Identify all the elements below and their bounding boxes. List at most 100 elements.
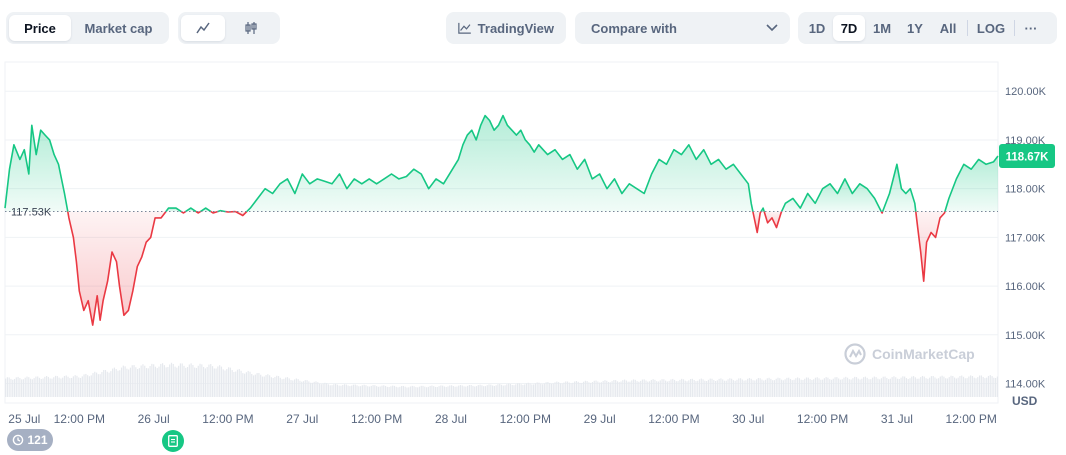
- chart-area-icon: [458, 22, 471, 34]
- volume-bar: [613, 380, 615, 397]
- volume-bar: [982, 376, 984, 397]
- volume-bar: [955, 378, 957, 397]
- volume-bar: [167, 367, 169, 397]
- volume-bar: [574, 381, 576, 397]
- volume-bar: [946, 378, 949, 397]
- volume-bar: [606, 380, 608, 397]
- range-1m[interactable]: 1M: [872, 20, 892, 36]
- volume-bar: [688, 380, 690, 397]
- more-button[interactable]: ···: [1024, 20, 1038, 36]
- volume-bar: [809, 379, 811, 397]
- x-tick-label: 27 Jul: [286, 412, 318, 426]
- volume-bar: [989, 375, 991, 397]
- volume-bar: [509, 384, 512, 397]
- candlestick-icon: [245, 22, 257, 34]
- volume-bar: [566, 381, 569, 397]
- volume-bar: [629, 381, 631, 397]
- volume-bar: [661, 379, 663, 397]
- volume-bar: [599, 382, 601, 397]
- volume-bar: [880, 378, 883, 397]
- y-tick-label: 114.00K: [1005, 379, 1046, 391]
- volume-bar: [331, 385, 333, 397]
- volume-bar: [88, 376, 91, 397]
- volume-bar: [604, 380, 606, 397]
- tab-price[interactable]: Price: [9, 15, 71, 41]
- volume-bar: [28, 377, 30, 397]
- volume-bar: [659, 380, 661, 397]
- volume-bar: [936, 378, 938, 397]
- volume-bar: [499, 383, 501, 397]
- history-badge[interactable]: 121: [7, 429, 53, 451]
- log-toggle[interactable]: LOG: [976, 20, 1006, 36]
- volume-bar: [620, 381, 622, 397]
- price-line-down: [915, 211, 946, 282]
- volume-bar: [868, 379, 870, 397]
- volume-bar: [31, 379, 33, 397]
- volume-bar: [293, 379, 296, 397]
- volume-bar: [923, 376, 925, 397]
- x-tick-label: 31 Jul: [881, 412, 913, 426]
- candlestick-chart-button[interactable]: [229, 15, 273, 41]
- volume-bar: [461, 385, 463, 397]
- y-tick-label: 119.00K: [1005, 135, 1046, 147]
- volume-bar: [286, 377, 289, 397]
- volume-bar: [390, 386, 392, 397]
- price-line-down: [67, 211, 167, 326]
- volume-bar: [689, 378, 692, 397]
- volume-bar: [952, 375, 954, 397]
- volume-bar: [427, 386, 429, 397]
- compare-select[interactable]: Compare with: [575, 12, 790, 44]
- volume-bar: [490, 384, 492, 397]
- volume-bar: [442, 385, 444, 397]
- volume-bar: [636, 381, 638, 397]
- line-chart-button[interactable]: [181, 15, 225, 41]
- volume-bar: [739, 378, 742, 397]
- volume-bar: [363, 384, 365, 397]
- volume-bar: [925, 378, 927, 397]
- volume-bar: [875, 377, 877, 397]
- volume-layer: [5, 362, 999, 397]
- volume-bar: [889, 378, 891, 397]
- volume-bar: [83, 374, 85, 397]
- volume-bar: [203, 366, 205, 397]
- volume-bar: [474, 386, 476, 397]
- volume-bar: [443, 386, 446, 397]
- volume-bar: [374, 385, 376, 397]
- volume-bar: [557, 382, 560, 397]
- tab-market-cap[interactable]: Market cap: [84, 20, 153, 36]
- volume-bar: [327, 384, 330, 397]
- volume-bar: [51, 378, 53, 397]
- volume-bar: [852, 378, 854, 397]
- range-1y[interactable]: 1Y: [907, 20, 923, 36]
- volume-bar: [702, 379, 704, 397]
- volume-bar: [877, 378, 879, 397]
- volume-bar: [72, 376, 74, 397]
- range-1d[interactable]: 1D: [808, 20, 826, 36]
- volume-bar: [618, 382, 620, 397]
- volume-bar: [962, 376, 965, 397]
- volume-bar: [342, 384, 344, 397]
- volume-bar: [513, 385, 515, 397]
- volume-bar: [302, 381, 305, 397]
- y-tick-label: 115.00K: [1005, 330, 1046, 342]
- volume-bar: [554, 382, 556, 397]
- volume-bar: [873, 376, 875, 397]
- volume-bar: [297, 379, 299, 397]
- volume-bar: [797, 377, 799, 397]
- volume-bar: [632, 379, 635, 397]
- range-7d[interactable]: 7D: [833, 15, 865, 41]
- tradingview-button[interactable]: TradingView: [446, 12, 566, 44]
- volume-bar: [392, 385, 394, 397]
- x-tick-label: 29 Jul: [584, 412, 616, 426]
- volume-bar: [270, 377, 272, 397]
- volume-bar: [85, 373, 87, 397]
- volume-bar: [907, 379, 909, 397]
- news-marker[interactable]: [162, 430, 184, 452]
- volume-bar: [971, 376, 974, 397]
- range-all[interactable]: All: [939, 20, 957, 36]
- volume-bar: [975, 378, 977, 397]
- volume-bar: [459, 385, 462, 397]
- volume-bar: [616, 381, 619, 397]
- volume-bar: [46, 375, 48, 397]
